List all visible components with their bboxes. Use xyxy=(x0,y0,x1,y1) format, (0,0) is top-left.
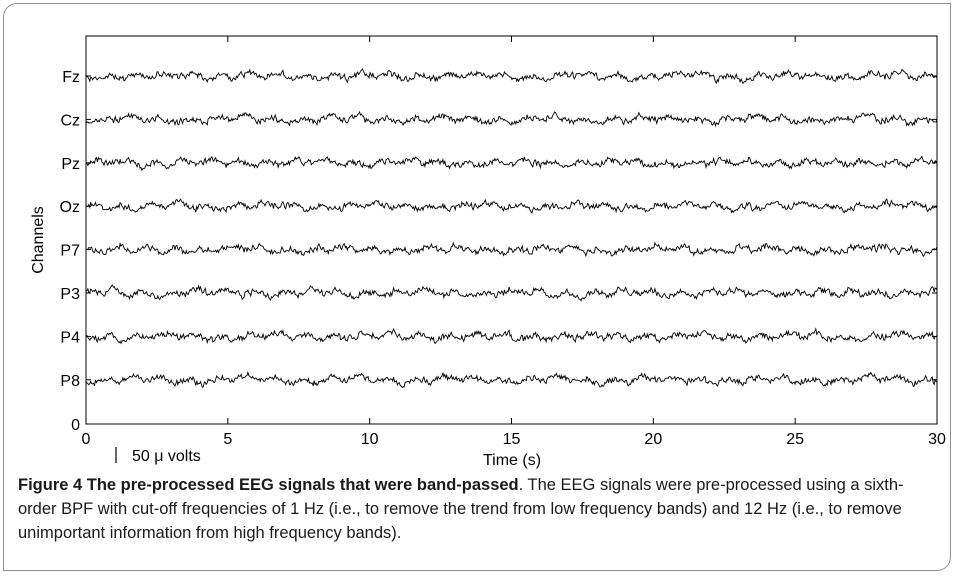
channel-label-fz: Fz xyxy=(62,69,80,86)
plot-area xyxy=(85,35,938,425)
channel-labels: Fz Cz Pz Oz P7 P3 P4 P8 xyxy=(60,69,937,390)
trace-p3 xyxy=(85,284,938,302)
trace-p8 xyxy=(85,370,938,388)
eeg-traces xyxy=(85,68,938,388)
x-axis-ticks: 0 5 10 15 20 25 30 xyxy=(82,36,946,448)
trace-fz xyxy=(85,68,938,85)
channel-label-cz: Cz xyxy=(60,112,80,129)
trace-p4 xyxy=(85,327,938,345)
caption-text: . The EEG signals were pre-processed usi… xyxy=(18,476,904,542)
trace-pz xyxy=(85,155,938,172)
x-tick-label-25: 25 xyxy=(786,431,804,448)
trace-cz xyxy=(85,110,938,128)
trace-oz xyxy=(85,198,938,215)
channel-label-p3: P3 xyxy=(60,286,80,303)
figure-caption: Figure 4 The pre-processed EEG signals t… xyxy=(18,473,938,545)
x-tick-label-15: 15 xyxy=(503,431,521,448)
caption-title: Figure 4 The pre-processed EEG signals t… xyxy=(18,476,519,494)
x-tick-label-10: 10 xyxy=(361,431,379,448)
plot-border xyxy=(85,35,938,425)
x-axis-label: Time (s) xyxy=(483,452,541,469)
y-tick-zero: 0 xyxy=(71,417,80,434)
scale-bar-label: 50 μ volts xyxy=(132,448,201,465)
channel-label-p4: P4 xyxy=(60,329,80,346)
y-axis-label: Channels xyxy=(30,206,47,274)
x-tick-label-20: 20 xyxy=(644,431,662,448)
eeg-chart: Fz Cz Pz Oz P7 P3 P4 P8 0 5 10 15 20 25 30 0 Channels… xyxy=(30,35,946,469)
channel-label-p7: P7 xyxy=(60,243,80,260)
channel-label-oz: Oz xyxy=(60,199,80,216)
trace-p7 xyxy=(85,241,938,258)
channel-label-p8: P8 xyxy=(60,373,80,390)
figure-frame xyxy=(3,3,951,571)
channel-label-pz: Pz xyxy=(61,156,80,173)
x-tick-label-0: 0 xyxy=(82,431,91,448)
x-tick-label-30: 30 xyxy=(928,431,946,448)
x-tick-label-5: 5 xyxy=(223,431,232,448)
